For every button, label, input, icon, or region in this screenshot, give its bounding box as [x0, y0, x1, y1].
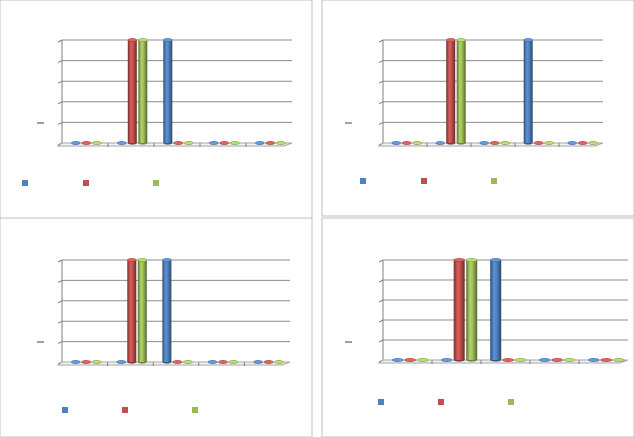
cylinder-bar [253, 360, 263, 364]
tick-mark [378, 121, 384, 125]
cylinder-bar [489, 258, 502, 362]
cylinder-bar [207, 360, 218, 364]
cylinder-bar [162, 258, 172, 364]
cylinder-bar [401, 141, 412, 145]
chart-panel [321, 0, 634, 217]
cylinder-bar [544, 141, 554, 145]
cylinder-bar [567, 141, 577, 145]
cylinder-bar [514, 358, 527, 362]
cylinder-bar [500, 141, 510, 145]
cylinder-bar [138, 38, 148, 145]
cylinder-bar [163, 38, 173, 145]
tick-mark [378, 299, 384, 303]
cylinder-bar [172, 360, 183, 364]
legend-marker [153, 180, 159, 186]
cylinder-bar [137, 258, 148, 364]
legend-marker [192, 407, 198, 413]
cylinder-bar [70, 360, 81, 364]
tick-mark [57, 39, 63, 43]
tick-mark [57, 341, 63, 345]
legend-marker [83, 180, 89, 186]
cylinder-bar [81, 360, 91, 364]
cylinder-bar [183, 360, 193, 364]
cylinder-bar [445, 38, 456, 145]
cylinder-bar [265, 141, 276, 145]
cylinder-bar [412, 141, 422, 145]
cylinder-bar [255, 141, 265, 145]
tick-mark [57, 80, 63, 84]
cylinder-bar [440, 358, 453, 362]
cylinder-bar [533, 141, 544, 145]
cylinder-bar [587, 358, 600, 362]
cylinder-bar [263, 360, 274, 364]
tick-mark [378, 259, 384, 263]
cylinder-bar [218, 360, 228, 364]
cylinder-bar [416, 358, 429, 362]
cylinder-bar [116, 360, 127, 364]
cylinder-bar [588, 141, 598, 145]
chart-panel [321, 217, 634, 437]
cylinder-bar [92, 141, 102, 145]
cylinder-bar [219, 141, 230, 145]
cylinder-bar [538, 358, 551, 362]
tick-mark [378, 39, 384, 43]
tick-mark [378, 60, 384, 64]
chart-panel [0, 217, 313, 437]
cylinder-bar [184, 141, 194, 145]
cylinder-bar [577, 141, 588, 145]
cylinder-bar [612, 358, 625, 362]
cylinder-bar [456, 38, 466, 145]
cylinder-bar [173, 141, 184, 145]
legend-marker [360, 178, 366, 184]
tick-mark [57, 279, 63, 283]
cylinder-bar [523, 38, 533, 145]
cylinder-bar [391, 358, 404, 362]
legend-marker [508, 399, 514, 405]
cylinder-bar [274, 360, 284, 364]
cylinder-bar [465, 258, 478, 362]
cylinder-bar [435, 141, 445, 145]
tick-mark [378, 80, 384, 84]
cylinder-bar [209, 141, 219, 145]
cylinder-bar [127, 258, 137, 364]
tick-mark [378, 319, 384, 323]
cylinder-bar [228, 360, 239, 364]
tick-mark [378, 101, 384, 105]
legend-marker [438, 399, 444, 405]
legend-marker [122, 407, 128, 413]
cylinder-bar [127, 38, 138, 145]
legend-marker [491, 178, 497, 184]
cylinder-bar [71, 141, 81, 145]
cylinder-bar [81, 141, 92, 145]
tick-mark [57, 259, 63, 263]
tick-mark [57, 320, 63, 324]
cylinder-bar [91, 360, 102, 364]
tick-mark [378, 279, 384, 283]
tick-mark [57, 300, 63, 304]
cylinder-bar [276, 141, 286, 145]
legend-marker [22, 180, 28, 186]
legend-marker [378, 399, 384, 405]
legend-marker [421, 178, 427, 184]
cylinder-bar [479, 141, 489, 145]
cylinder-bar [117, 141, 127, 145]
cylinder-bar [230, 141, 240, 145]
tick-mark [57, 60, 63, 64]
cylinder-bar [391, 141, 401, 145]
cylinder-bar [404, 358, 416, 362]
legend-marker [62, 407, 68, 413]
tick-mark [57, 121, 63, 125]
tick-mark [378, 339, 384, 343]
cylinder-bar [453, 258, 465, 362]
cylinder-bar [489, 141, 500, 145]
cylinder-bar [563, 358, 576, 362]
cylinder-bar [600, 358, 612, 362]
cylinder-bar [551, 358, 563, 362]
cylinder-bar [502, 358, 514, 362]
tick-mark [57, 101, 63, 105]
